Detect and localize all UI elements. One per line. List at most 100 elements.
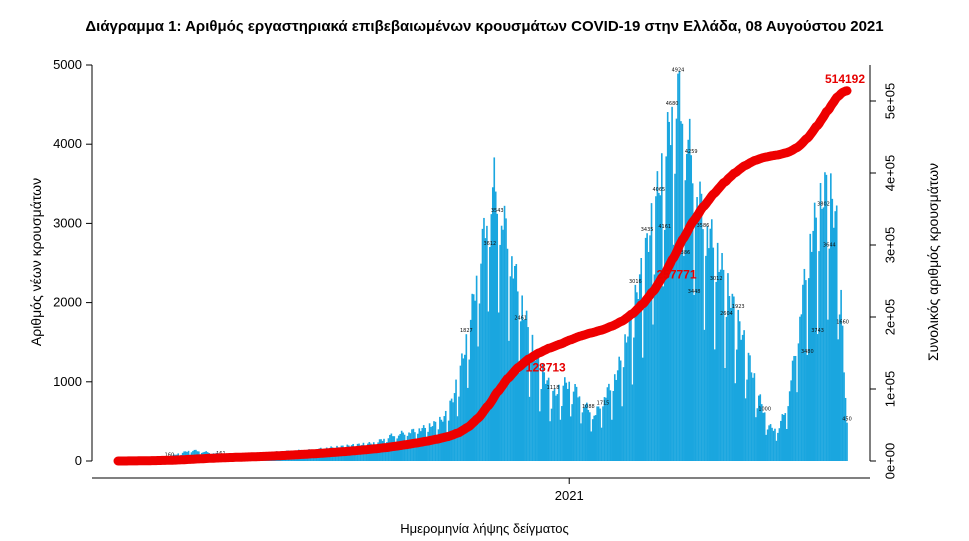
bar [533, 352, 535, 461]
bar [747, 352, 750, 461]
bar [756, 408, 759, 461]
bar [550, 408, 553, 461]
bar [487, 311, 490, 461]
bar [558, 384, 560, 461]
bar [484, 238, 487, 461]
bar [574, 384, 576, 461]
chart-title: Διάγραμμα 1: Αριθμός εργαστηριακά επιβεβ… [85, 18, 884, 35]
bar [799, 316, 801, 461]
y-right-tick-label: 2e+05 [882, 299, 897, 336]
bar [652, 324, 654, 461]
bar [760, 404, 763, 461]
cumulative-annotation: 257771 [656, 267, 696, 281]
bar-value-label: 160 [165, 452, 175, 458]
bar [721, 253, 723, 461]
y-tick-label: 2000 [53, 295, 82, 310]
bar [415, 444, 418, 461]
bar [710, 219, 713, 461]
x-tick-label: 2021 [555, 488, 584, 503]
y-right-tick-label: 5e+05 [882, 83, 897, 120]
bar [775, 440, 778, 461]
bar [587, 409, 590, 461]
bar [603, 397, 606, 461]
bar [805, 280, 807, 461]
bar [831, 198, 834, 461]
bar [797, 343, 800, 461]
y-right-tick-label: 4e+05 [882, 155, 897, 192]
bar-value-label: 4680 [666, 101, 679, 107]
bar [631, 384, 634, 461]
bar [625, 342, 628, 461]
bar [580, 423, 582, 461]
y-tick-label: 5000 [53, 57, 82, 72]
bar [525, 310, 528, 461]
bar [536, 352, 538, 461]
bar [547, 377, 550, 461]
bar [835, 205, 838, 461]
bar-value-label: 3448 [688, 289, 701, 295]
bar [709, 228, 712, 461]
bar [591, 419, 594, 461]
bar [522, 319, 525, 461]
bar [519, 321, 522, 461]
bar [644, 237, 647, 461]
bar [566, 388, 569, 461]
bar [518, 372, 521, 461]
bar [541, 363, 544, 461]
bar [832, 227, 835, 461]
bar [788, 391, 791, 461]
bar [655, 196, 657, 462]
bar [697, 207, 700, 461]
bar [405, 444, 407, 461]
bar [763, 412, 766, 461]
bar [693, 295, 695, 461]
bar [453, 393, 456, 461]
bar [669, 145, 672, 461]
bar [672, 244, 675, 461]
bar [546, 380, 548, 461]
bar [694, 216, 697, 461]
bar [813, 202, 816, 461]
bar [688, 118, 691, 462]
bar [791, 360, 794, 461]
bar-value-label: 3612 [483, 241, 496, 247]
bar [483, 217, 485, 461]
bar-value-label: 3644 [823, 243, 836, 249]
bar [696, 197, 698, 461]
bar [599, 408, 601, 461]
bar [646, 233, 648, 461]
bar [725, 316, 728, 461]
bar [765, 434, 767, 461]
bar [734, 383, 737, 461]
bar [597, 406, 600, 461]
bar [684, 180, 687, 462]
bar [724, 368, 726, 461]
bar [668, 121, 670, 461]
bar [478, 303, 481, 461]
bar [656, 171, 659, 461]
bar [790, 380, 792, 461]
y-tick-label: 3000 [53, 215, 82, 230]
bar [722, 269, 725, 461]
bar [809, 233, 812, 461]
bar [641, 357, 644, 461]
bar [374, 450, 377, 461]
bar [822, 207, 825, 461]
bar [784, 413, 787, 461]
bar [500, 225, 503, 461]
bar [762, 412, 765, 461]
bar [681, 123, 684, 462]
bar [718, 271, 720, 461]
bar [584, 404, 587, 461]
cumulative-annotation: 514192 [825, 72, 865, 86]
bar [553, 388, 556, 461]
bar [543, 372, 546, 461]
bar [828, 248, 831, 461]
bar [516, 291, 519, 461]
bar [425, 443, 428, 461]
bar [812, 230, 814, 461]
y-tick-label: 4000 [53, 136, 82, 151]
bar [818, 251, 820, 461]
bar [678, 71, 681, 461]
bar [600, 427, 603, 461]
